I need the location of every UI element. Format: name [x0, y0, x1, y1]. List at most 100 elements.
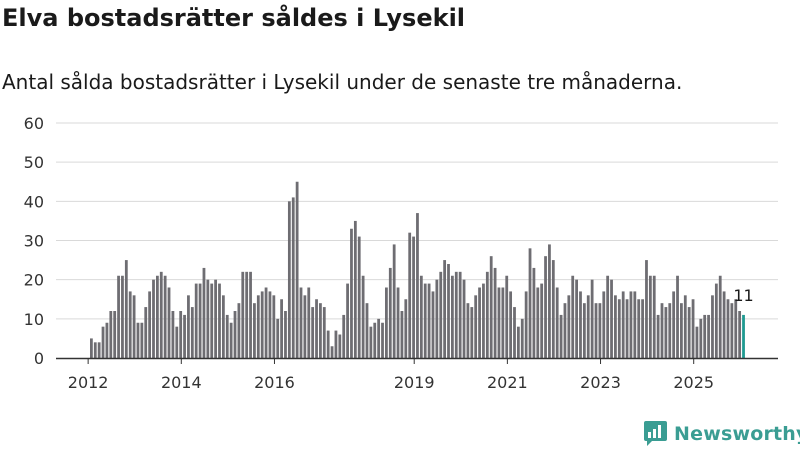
bar	[711, 295, 714, 358]
bar	[699, 318, 703, 358]
bar	[423, 283, 427, 358]
bar	[256, 295, 260, 358]
bar	[489, 256, 493, 358]
bar	[287, 201, 291, 358]
bar	[586, 295, 590, 358]
bar	[233, 311, 237, 358]
bar	[548, 244, 551, 358]
bar	[326, 330, 330, 358]
bar	[524, 291, 528, 358]
bar	[218, 283, 221, 358]
bar	[610, 279, 613, 358]
bar	[136, 322, 140, 358]
bar	[714, 283, 718, 358]
bar	[703, 314, 707, 358]
bar	[582, 303, 586, 358]
bar	[97, 342, 101, 358]
bar	[311, 307, 315, 358]
bar	[93, 342, 97, 358]
bar	[117, 275, 120, 358]
bar	[509, 291, 513, 358]
bar	[245, 271, 249, 358]
bar	[505, 275, 509, 358]
bar	[559, 314, 563, 358]
bar	[388, 267, 392, 358]
y-tick-label: 40	[24, 192, 44, 211]
bar	[198, 283, 202, 358]
bar	[214, 279, 217, 358]
y-tick-label: 30	[24, 232, 44, 251]
bar	[540, 283, 544, 358]
bar	[575, 279, 578, 358]
x-tick-label: 2016	[254, 373, 295, 392]
bar	[408, 232, 412, 358]
bar	[466, 303, 470, 358]
bar	[567, 295, 571, 358]
bar	[555, 287, 559, 358]
chart-subtitle: Antal sålda bostadsrätter i Lysekil unde…	[2, 70, 683, 94]
bar	[427, 283, 431, 358]
bar	[241, 271, 245, 358]
x-tick-label: 2021	[487, 373, 528, 392]
bar	[330, 346, 334, 358]
bar	[614, 295, 617, 358]
bar	[482, 283, 485, 358]
bar	[175, 326, 179, 358]
bar	[594, 303, 598, 358]
bar	[435, 279, 439, 358]
bar	[210, 283, 214, 358]
bar	[105, 322, 109, 358]
bar	[128, 291, 132, 358]
bar	[365, 303, 369, 358]
bar	[272, 295, 276, 358]
bar	[672, 291, 676, 358]
newsworthy-logo-icon	[644, 421, 667, 446]
bar	[307, 287, 311, 358]
bar	[726, 299, 730, 358]
x-tick-label: 2014	[161, 373, 202, 392]
bar	[400, 311, 404, 358]
bar	[155, 275, 159, 358]
bar	[381, 322, 384, 358]
bar	[652, 275, 656, 358]
bar	[167, 287, 171, 358]
bar	[641, 299, 644, 358]
bar	[722, 291, 726, 358]
bar	[124, 260, 128, 358]
x-tick-label: 2023	[580, 373, 621, 392]
x-tick-label: 2019	[394, 373, 435, 392]
bar	[152, 279, 155, 358]
bar	[447, 264, 450, 358]
y-axis-ticks: 0 10 20 30 40 50 60	[24, 114, 44, 368]
y-tick-label: 20	[24, 271, 44, 290]
bars	[90, 181, 745, 358]
bar	[190, 307, 194, 358]
bar	[470, 307, 474, 358]
x-axis-ticks: 2012 2014 2016 2019 2021 2023 2025	[68, 358, 714, 392]
bar	[629, 291, 633, 358]
bar	[695, 326, 699, 358]
y-tick-label: 50	[24, 153, 44, 172]
bar	[450, 275, 454, 358]
newsworthy-logo[interactable]: Newsworthy	[643, 420, 800, 447]
bar	[645, 260, 648, 358]
bar	[171, 311, 175, 358]
chart-title: Elva bostadsrätter såldes i Lysekil	[2, 4, 466, 32]
bar	[187, 295, 190, 358]
bar	[322, 307, 326, 358]
bar	[404, 299, 408, 358]
bar	[676, 275, 679, 358]
bar	[668, 303, 672, 358]
bar	[159, 271, 163, 358]
bar	[202, 267, 206, 358]
bar	[342, 314, 346, 358]
bar	[369, 326, 373, 358]
bar	[109, 311, 113, 358]
bar	[392, 244, 396, 358]
bar	[419, 275, 423, 358]
bar	[101, 326, 105, 358]
bar	[730, 303, 734, 358]
bar	[396, 287, 400, 358]
bar	[268, 291, 272, 358]
